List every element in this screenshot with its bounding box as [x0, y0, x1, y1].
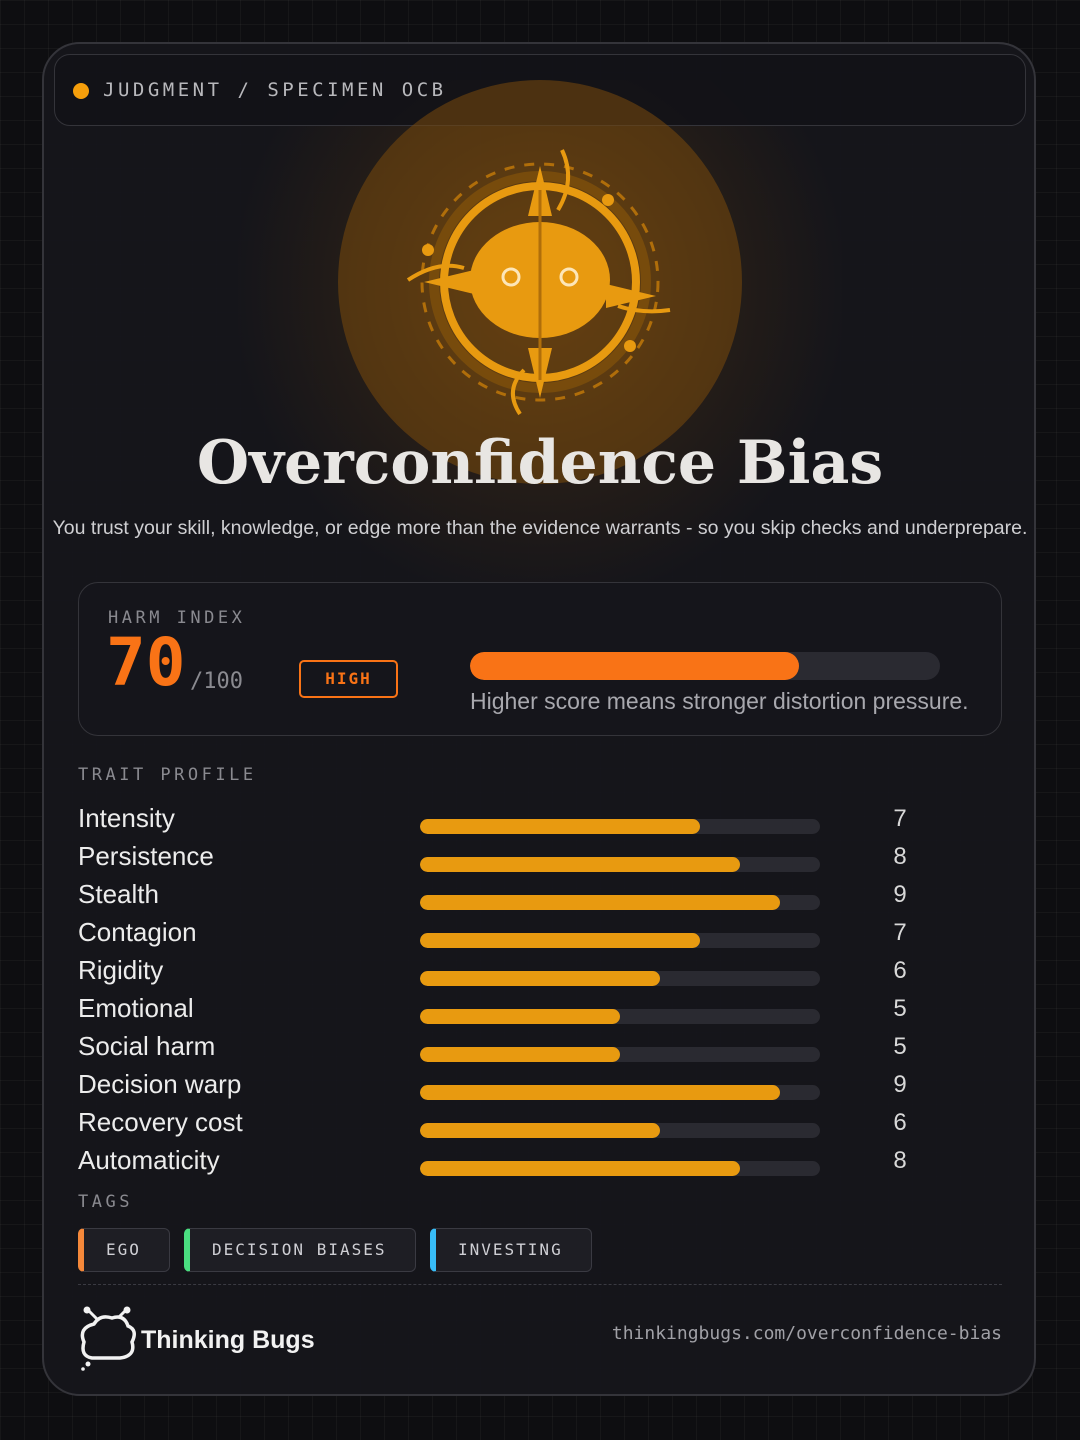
- harm-max: /100: [190, 669, 243, 694]
- traits-label: TRAIT PROFILE: [78, 765, 257, 785]
- trait-name: Recovery cost: [78, 1107, 243, 1137]
- trait-track: [420, 895, 820, 910]
- harm-bar: [470, 652, 799, 680]
- trait-bar: [420, 857, 740, 872]
- trait-bar: [420, 933, 700, 948]
- harm-score: 70: [106, 624, 186, 701]
- trait-track: [420, 819, 820, 834]
- brand-name: Thinking Bugs: [141, 1326, 315, 1354]
- tag: INVESTING: [430, 1228, 592, 1272]
- trait-track: [420, 971, 820, 986]
- trait-value: 8: [893, 843, 907, 870]
- tags-label: TAGS: [78, 1192, 133, 1212]
- trait-track: [420, 1123, 820, 1138]
- trait-name: Automaticity: [78, 1145, 220, 1175]
- harm-label: HARM INDEX: [108, 608, 246, 628]
- trait-value: 7: [893, 919, 907, 946]
- trait-bar: [420, 1085, 780, 1100]
- tag: EGO: [78, 1228, 170, 1272]
- status-dot: [73, 83, 89, 99]
- trait-value: 9: [893, 1071, 907, 1098]
- trait-track: [420, 933, 820, 948]
- specimen-icon: [338, 80, 742, 484]
- divider: [78, 1284, 1002, 1285]
- trait-track: [420, 1085, 820, 1100]
- trait-value: 8: [893, 1147, 907, 1174]
- trait-name: Stealth: [78, 879, 159, 909]
- trait-value: 6: [893, 957, 907, 984]
- trait-bar: [420, 1123, 660, 1138]
- trait-value: 5: [893, 1033, 907, 1060]
- harm-track: [470, 652, 940, 680]
- trait-value: 9: [893, 881, 907, 908]
- trait-name: Persistence: [78, 841, 214, 871]
- tag: DECISION BIASES: [184, 1228, 416, 1272]
- trait-name: Contagion: [78, 917, 197, 947]
- trait-track: [420, 857, 820, 872]
- breadcrumb: JUDGMENT / SPECIMEN OCB: [103, 79, 447, 101]
- trait-bar: [420, 1009, 620, 1024]
- brand-logo: [80, 1306, 136, 1371]
- trait-bar: [420, 1047, 620, 1062]
- trait-bar: [420, 1161, 740, 1176]
- trait-name: Intensity: [78, 803, 175, 833]
- subtitle: You trust your skill, knowledge, or edge…: [52, 517, 1028, 539]
- trait-track: [420, 1161, 820, 1176]
- footer-url: thinkingbugs.com/overconfidence-bias: [611, 1323, 1002, 1344]
- trait-value: 7: [893, 805, 907, 832]
- harm-level: HIGH: [299, 660, 398, 698]
- trait-name: Rigidity: [78, 955, 164, 985]
- trait-bar: [420, 971, 660, 986]
- trait-name: Emotional: [78, 993, 194, 1023]
- trait-track: [420, 1047, 820, 1062]
- title: Overconfidence Bias: [196, 428, 884, 498]
- harm-caption: Higher score means stronger distortion p…: [470, 688, 969, 714]
- trait-value: 5: [893, 995, 907, 1022]
- trait-name: Social harm: [78, 1031, 216, 1061]
- trait-name: Decision warp: [78, 1069, 242, 1099]
- trait-track: [420, 1009, 820, 1024]
- trait-bar: [420, 895, 780, 910]
- trait-value: 6: [893, 1109, 907, 1136]
- trait-bar: [420, 819, 700, 834]
